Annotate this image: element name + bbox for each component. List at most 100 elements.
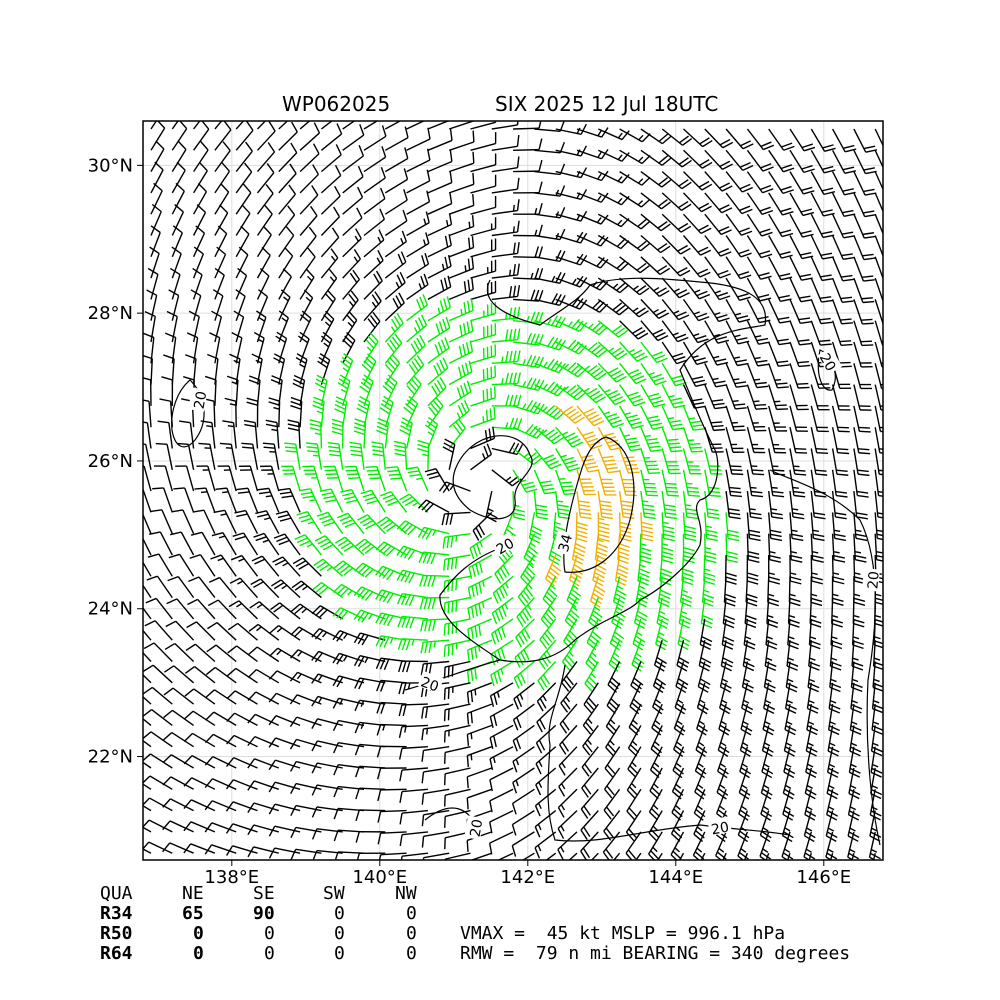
barb-feather (513, 328, 517, 341)
barb-half-feather (238, 558, 245, 562)
barb-feather (186, 621, 197, 629)
barb-feather (360, 489, 372, 495)
barb-staff (190, 843, 216, 854)
barb-feather (743, 665, 755, 672)
barb-feather (885, 147, 896, 149)
barb-staff (416, 466, 429, 492)
barb-feather (357, 403, 369, 411)
barb-staff (166, 444, 173, 470)
barb-feather (289, 163, 297, 174)
barb-feather (522, 573, 532, 583)
barb-staff (278, 121, 289, 130)
barb-feather (715, 336, 727, 341)
barb-staff (720, 640, 727, 666)
barb-feather (420, 620, 424, 632)
barb-feather (637, 218, 647, 228)
barb-staff (598, 128, 623, 141)
barb-staff (782, 789, 791, 815)
barb-staff (533, 469, 546, 494)
barb-staff (192, 212, 207, 236)
barb-feather (397, 253, 404, 265)
barb-feather (831, 622, 843, 628)
barb-staff (360, 632, 386, 641)
barb-feather (320, 335, 331, 344)
barb-staff (853, 363, 862, 389)
barb-staff (171, 190, 185, 215)
barb-staff (534, 298, 560, 306)
barb-feather (120, 841, 128, 849)
barb-half-feather (617, 176, 623, 182)
barb-feather (299, 540, 311, 547)
barb-feather (543, 653, 552, 664)
barb-staff (467, 618, 493, 630)
barb-staff (278, 317, 290, 343)
barb-half-feather (852, 636, 860, 640)
barb-staff (640, 192, 662, 210)
barb-feather (538, 138, 543, 150)
barb-feather (154, 161, 164, 171)
barb-feather (404, 147, 409, 159)
barb-feather (201, 121, 210, 130)
barb-half-feather (832, 593, 839, 597)
barb-feather (779, 229, 792, 234)
barb-feather (576, 533, 588, 539)
barb-half-feather (673, 310, 680, 315)
barb-staff (148, 401, 152, 428)
barb-feather (467, 862, 468, 873)
barb-feather (579, 512, 592, 516)
barb-staff (444, 554, 471, 561)
barb-staff (640, 384, 655, 408)
barb-feather (580, 516, 592, 520)
barb-staff (725, 149, 744, 171)
barb-feather (634, 352, 645, 359)
barb-feather (343, 544, 355, 552)
barb-feather (751, 494, 764, 498)
barb-staff (784, 703, 791, 730)
barb-half-feather (763, 763, 770, 768)
barb-feather (516, 306, 521, 319)
barb-half-feather (704, 547, 712, 550)
barb-feather (428, 619, 432, 632)
barb-feather (489, 695, 495, 707)
barb-half-feather (624, 412, 631, 416)
barb-feather (382, 385, 392, 394)
barb-feather (583, 826, 591, 837)
barb-feather (648, 811, 659, 821)
barb-feather (865, 149, 878, 153)
barb-feather (875, 597, 883, 602)
barb-staff (470, 270, 496, 279)
barb-feather (634, 329, 646, 337)
barb-staff (853, 427, 860, 453)
barb-feather (300, 491, 313, 495)
barb-feather (651, 399, 664, 405)
barb-staff (558, 746, 578, 767)
barb-feather (462, 323, 467, 335)
barb-feather (458, 345, 463, 358)
barb-half-feather (732, 400, 739, 403)
barb-feather (499, 567, 507, 579)
barb-feather (593, 589, 605, 597)
barb-feather (799, 273, 812, 278)
barb-feather (309, 427, 322, 432)
barb-feather (696, 290, 708, 297)
barb-feather (539, 718, 546, 730)
barb-feather (877, 490, 883, 494)
barb-staff (576, 405, 595, 427)
barb-feather (382, 591, 390, 603)
barb-staff (746, 235, 762, 258)
barb-staff (193, 149, 209, 172)
barb-feather (597, 349, 608, 358)
barb-feather (437, 341, 444, 353)
barb-feather (356, 407, 368, 415)
barb-staff (149, 775, 173, 790)
barb-feather (204, 733, 214, 744)
barb-feather (380, 702, 386, 714)
barb-staff (789, 533, 792, 560)
barb-feather (703, 572, 716, 578)
barb-feather (500, 647, 506, 659)
barb-staff (380, 852, 407, 856)
barb-feather (190, 289, 202, 297)
barb-feather (785, 707, 797, 714)
barb-feather (559, 294, 566, 306)
barb-staff (467, 746, 493, 757)
